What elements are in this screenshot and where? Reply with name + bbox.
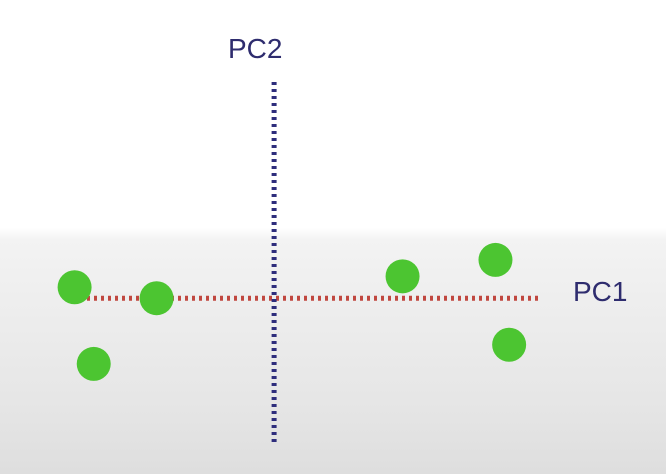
data-point-6 <box>492 327 527 362</box>
pc1-axis-label: PC1 <box>573 276 627 307</box>
data-point-2 <box>139 281 174 316</box>
data-point-4 <box>385 259 420 294</box>
data-point-5 <box>478 242 513 277</box>
pc2-axis-label: PC2 <box>228 33 282 64</box>
data-points <box>57 242 527 381</box>
data-point-1 <box>57 270 92 305</box>
data-point-3 <box>76 346 111 381</box>
